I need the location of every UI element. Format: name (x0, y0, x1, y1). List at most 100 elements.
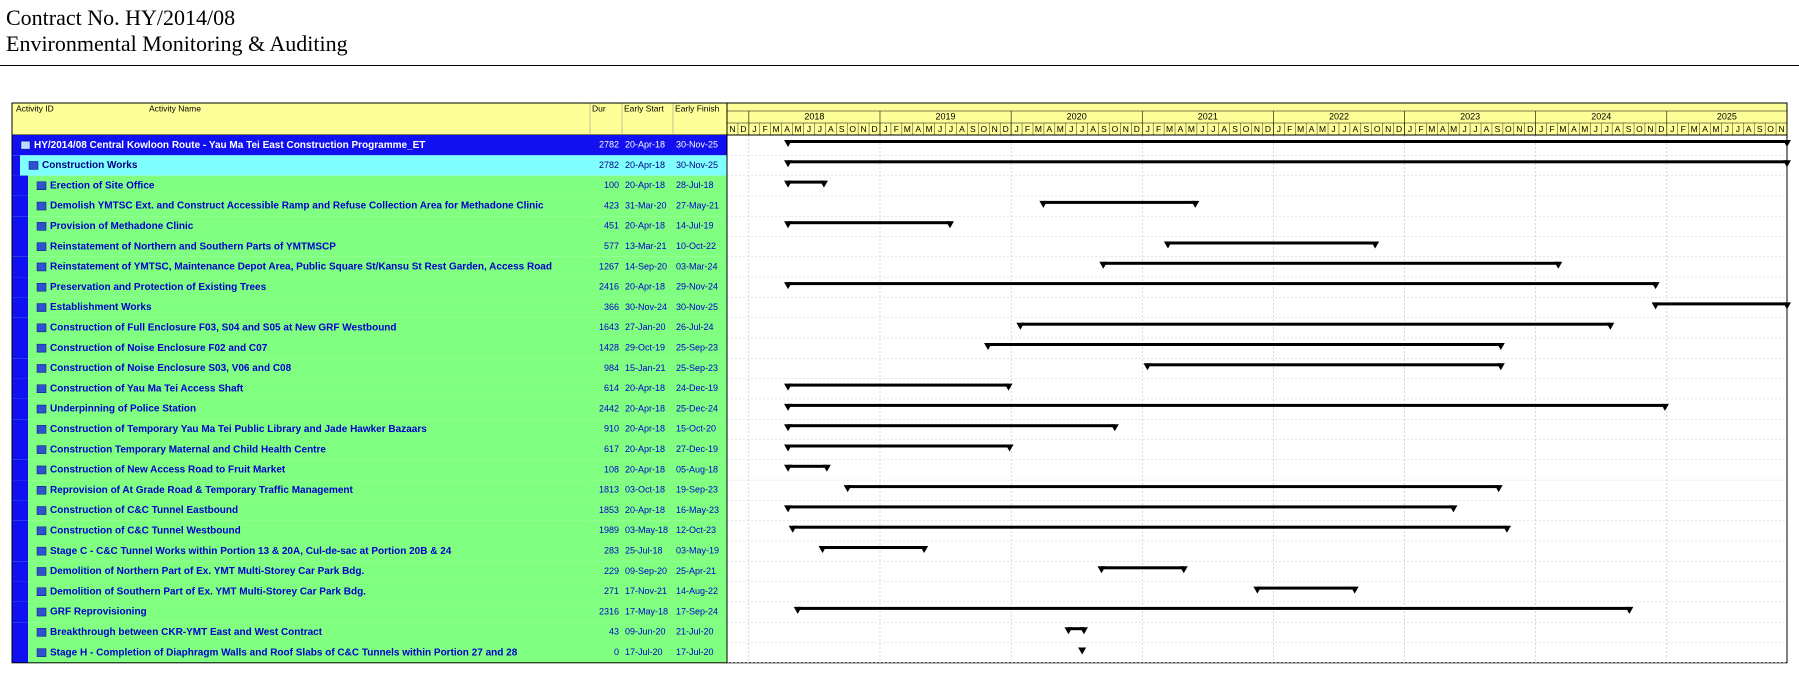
month-label: J (1736, 124, 1740, 134)
bar-start (1016, 322, 1025, 330)
month-label: J (1200, 124, 1204, 134)
duration: 984 (604, 363, 619, 373)
duration: 1813 (599, 485, 619, 495)
month-label: M (1428, 124, 1435, 134)
row-background (12, 480, 727, 501)
row-indent (12, 338, 28, 359)
month-label: O (1112, 124, 1119, 134)
duration: 2316 (599, 606, 619, 616)
month-label: M (794, 124, 801, 134)
month-label: J (818, 124, 822, 134)
month-label: N (1123, 124, 1129, 134)
duration: 108 (604, 464, 619, 474)
month-label: A (1615, 124, 1621, 134)
row-indent (12, 175, 28, 196)
row-icon (36, 323, 47, 333)
bar-end (1179, 566, 1188, 574)
row-indent (12, 195, 28, 217)
duration: 1267 (599, 261, 619, 271)
row-icon (36, 181, 47, 190)
row-indent (12, 581, 28, 602)
row-icon (36, 567, 47, 576)
bar-start (793, 606, 802, 614)
month-label: O (849, 124, 856, 134)
early-start: 13-Mar-21 (625, 241, 667, 251)
row-icon (28, 161, 39, 170)
month-label: M (1057, 124, 1064, 134)
early-finish: 25-Apr-21 (676, 566, 716, 576)
early-finish: 19-Sep-23 (676, 485, 718, 495)
activity-name: Reinstatement of YMTSC, Maintenance Depo… (50, 262, 552, 273)
month-label: S (1626, 124, 1632, 134)
month-label: J (1331, 124, 1335, 134)
month-label: M (773, 124, 780, 134)
month-label: D (740, 124, 746, 134)
row-icon (36, 628, 47, 637)
month-label: F (1025, 124, 1030, 134)
early-start: 20-Apr-18 (625, 383, 665, 393)
early-finish: 24-Dec-19 (676, 383, 718, 393)
month-label: J (1080, 124, 1084, 134)
row-background (12, 601, 727, 623)
bar-start (784, 221, 793, 229)
month-label: D (1527, 124, 1533, 134)
row-indent (12, 480, 28, 501)
header-rule (0, 65, 1799, 66)
task-bar (1103, 261, 1559, 265)
month-label: J (1069, 124, 1073, 134)
early-finish: 12-Oct-23 (676, 525, 716, 535)
activity-name: Preservation and Protection of Existing … (50, 282, 267, 293)
row-indent (12, 622, 28, 643)
row-indent (12, 601, 28, 623)
row-indent (12, 642, 28, 663)
bar-end (1606, 322, 1615, 330)
bar-end (1079, 627, 1088, 635)
task-bar (788, 464, 827, 468)
activity-name: Construction of C&C Tunnel Eastbound (50, 505, 238, 516)
month-label: F (1681, 124, 1686, 134)
month-label: N (729, 124, 735, 134)
bar-end (822, 464, 831, 472)
month-label: S (1101, 124, 1107, 134)
bar-end (1783, 140, 1791, 147)
row-background (12, 459, 727, 481)
bar-end (1371, 241, 1380, 249)
month-label: A (784, 124, 790, 134)
bar-end (1783, 302, 1791, 310)
year-label: 2023 (1460, 111, 1480, 121)
month-label: A (828, 124, 834, 134)
month-label: O (1243, 124, 1250, 134)
duration: 577 (604, 241, 619, 251)
row-icon (36, 242, 47, 251)
bar-end (1494, 485, 1503, 493)
month-label: A (1353, 124, 1359, 134)
column-header: Activity Name (149, 103, 201, 113)
activity-name: Reprovision of At Grade Road & Temporary… (50, 485, 354, 496)
activity-name: Construction Temporary Maternal and Chil… (50, 444, 326, 455)
milestone (1078, 647, 1087, 655)
month-label: D (1265, 124, 1271, 134)
duration: 2416 (599, 282, 619, 292)
early-finish: 16-May-23 (676, 505, 719, 515)
row-icon (36, 343, 47, 353)
month-label: M (1166, 124, 1173, 134)
early-finish: 21-Jul-20 (676, 627, 714, 637)
task-bar (788, 140, 1787, 143)
early-start: 20-Apr-18 (625, 464, 665, 474)
bar-start (784, 444, 793, 452)
month-label: M (1319, 124, 1326, 134)
month-label: J (1408, 124, 1412, 134)
month-label: O (1374, 124, 1381, 134)
duration: 617 (604, 444, 619, 454)
early-start: 17-Nov-21 (625, 586, 667, 596)
row-indent (12, 520, 28, 541)
task-bar (822, 546, 925, 549)
duration: 0 (614, 647, 619, 657)
month-label: J (883, 124, 887, 134)
month-label: D (1658, 124, 1664, 134)
early-start: 03-May-18 (625, 525, 668, 535)
month-label: S (1363, 124, 1369, 134)
duration: 451 (604, 221, 619, 231)
task-bar (788, 180, 824, 184)
row-background (12, 277, 727, 298)
